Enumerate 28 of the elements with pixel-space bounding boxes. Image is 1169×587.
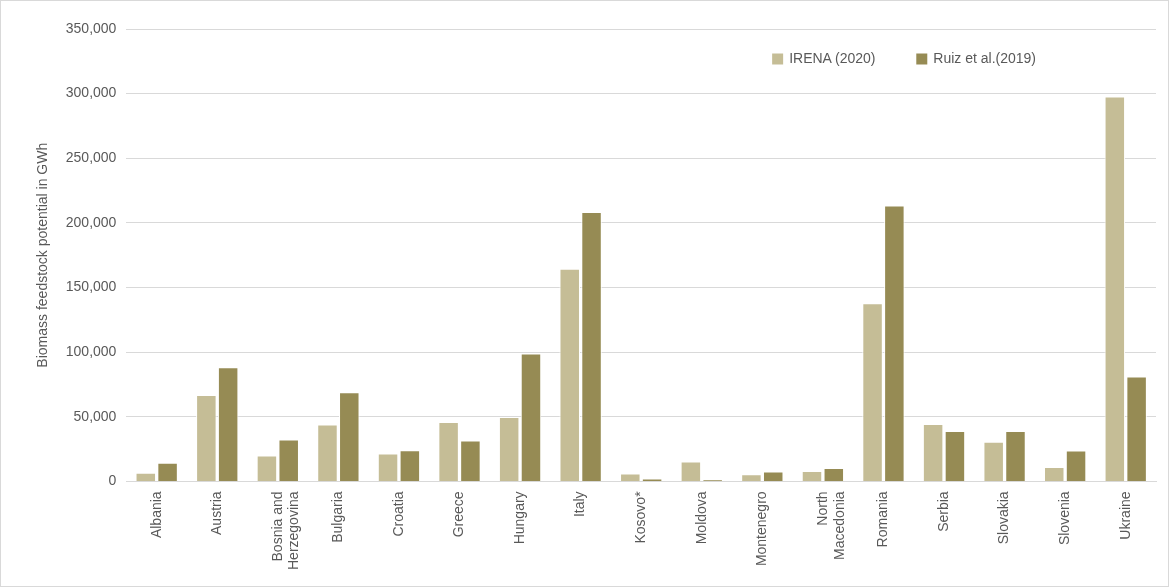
y-tick-label: 50,000 <box>73 407 117 424</box>
x-tick-label: Croatia <box>389 491 406 537</box>
legend-label: Ruiz et al.(2019) <box>933 49 1036 66</box>
x-tick-label: Bosnia and Herzegovina <box>268 491 302 571</box>
x-tick-label: Montenegro <box>753 491 770 567</box>
x-tick-label: Romania <box>874 491 891 548</box>
x-tick-label: Slovenia <box>1056 491 1073 546</box>
y-tick-label: 200,000 <box>65 213 117 230</box>
y-axis-title: Biomass feedstock potential in GWh <box>34 142 51 368</box>
x-tick-label: Greece <box>450 491 467 538</box>
y-tick-label: 300,000 <box>65 84 117 101</box>
x-tick-label: Italy <box>571 491 588 518</box>
y-tick-label: 0 <box>108 472 117 489</box>
y-tick-label: 150,000 <box>65 278 117 295</box>
y-tick-label: 350,000 <box>65 19 117 36</box>
x-tick-label: Bulgaria <box>329 491 346 543</box>
x-tick-label: Austria <box>208 491 225 535</box>
x-tick-label: Albania <box>147 491 164 539</box>
y-tick-label: 250,000 <box>65 149 117 166</box>
x-tick-label: Hungary <box>510 491 527 545</box>
x-tick-label: North Macedonia <box>813 491 847 560</box>
x-tick-label: Ukraine <box>1116 491 1133 540</box>
x-tick-label: Serbia <box>934 491 951 532</box>
y-tick-label: 100,000 <box>65 343 117 359</box>
legend-label: IRENA (2020) <box>789 49 876 66</box>
x-tick-label: Slovakia <box>995 491 1012 545</box>
x-tick-label: Kosovo* <box>632 490 649 544</box>
x-tick-label: Moldova <box>692 491 709 545</box>
